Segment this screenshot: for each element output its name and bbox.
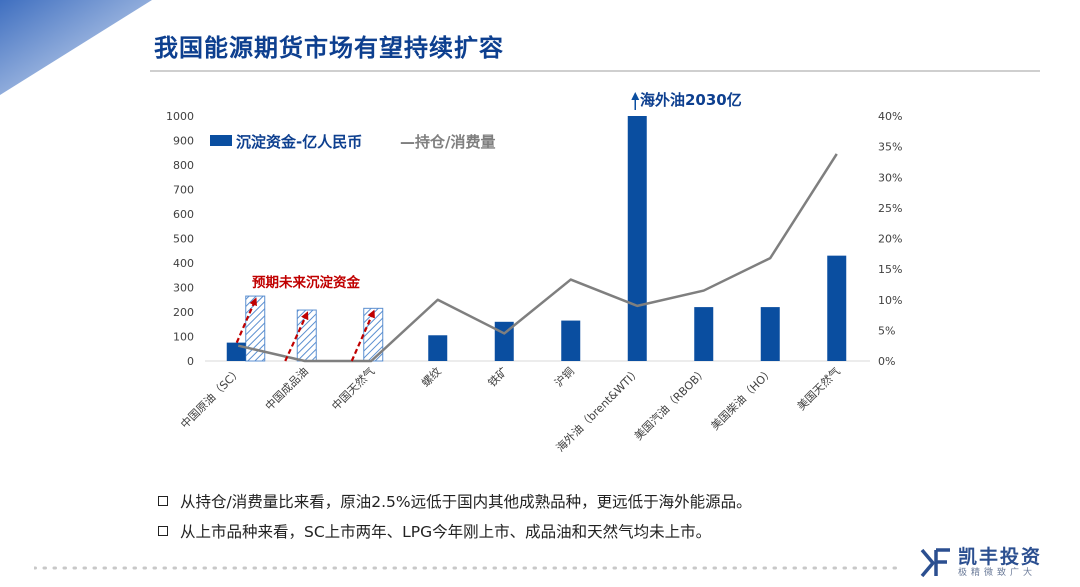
y-left-tick-label: 700 xyxy=(173,184,194,197)
solid-bar xyxy=(226,342,246,361)
ratio-line xyxy=(237,153,838,363)
bullet-text-1: 从持仓/消费量比来看，原油2.5%远低于国内其他成熟品种，更远低于海外能源品。 xyxy=(180,493,752,511)
y-right-tick-label: 40% xyxy=(878,110,902,123)
y-right-tick-label: 15% xyxy=(878,263,902,276)
x-tick-label: 中国天然气 xyxy=(329,364,378,413)
x-tick-label: 中国原油（SC） xyxy=(177,364,244,431)
future-arrow xyxy=(284,311,309,362)
y-left-tick-label: 500 xyxy=(173,233,194,246)
y-right-tick-label: 5% xyxy=(878,324,895,337)
logo-slogan: 极精微致广大 xyxy=(958,568,1037,578)
solid-bar xyxy=(694,307,714,361)
combo-chart: 0 100 200 300 400 500 600 700 800 900 1000 0% 5% 10%… xyxy=(166,91,902,455)
y-right-tick-label: 30% xyxy=(878,171,902,184)
corner-decoration xyxy=(0,0,152,95)
bullet-text-2: 从上市品种来看，SC上市两年、LPG今年刚上市、成品油和天然气均未上市。 xyxy=(180,523,712,541)
y-left-tick-label: 600 xyxy=(173,208,194,221)
x-tick-label: 美国天然气 xyxy=(794,364,843,413)
y-left-tick-label: 1000 xyxy=(166,110,194,123)
legend-bar-label: 沉淀资金-亿人民币 xyxy=(236,133,362,151)
y-left-tick-label: 200 xyxy=(173,306,194,319)
x-tick-label: 铁矿 xyxy=(486,365,511,390)
solid-bar xyxy=(827,255,847,361)
checkbox-square-icon xyxy=(158,496,168,506)
logo-mark-icon xyxy=(918,546,952,580)
x-tick-label: 美国柴油（HO） xyxy=(708,364,777,433)
bullet-item-2: 从上市品种来看，SC上市两年、LPG今年刚上市、成品油和天然气均未上市。 xyxy=(158,516,752,546)
legend-line-label: —持仓/消费量 xyxy=(400,133,495,151)
solid-bar xyxy=(627,116,647,361)
solid-bar xyxy=(561,320,581,361)
y-right-tick-label: 20% xyxy=(878,233,902,246)
x-tick-label: 沪铜 xyxy=(551,364,576,389)
y-left-tick-label: 0 xyxy=(187,355,194,368)
legend-bar-swatch xyxy=(210,135,232,146)
x-tick-label: 美国汽油（RBOB） xyxy=(631,364,710,443)
y-right-tick-label: 25% xyxy=(878,202,902,215)
x-tick-label: 中国成品油 xyxy=(262,364,311,413)
y-right-tick-label: 35% xyxy=(878,141,902,154)
overflow-annotation: 海外油2030亿 xyxy=(640,91,742,109)
bullet-list: 从持仓/消费量比来看，原油2.5%远低于国内其他成熟品种，更远低于海外能源品。 … xyxy=(158,486,752,546)
logo-name: 凯丰投资 xyxy=(958,546,1043,568)
y-left-tick-label: 800 xyxy=(173,159,194,172)
hatched-bar xyxy=(296,309,317,362)
x-tick-label: 螺纹 xyxy=(418,364,443,389)
checkbox-square-icon xyxy=(158,526,168,536)
y-left-tick-label: 100 xyxy=(173,331,194,344)
y-right-tick-label: 0% xyxy=(878,355,895,368)
bullet-item-1: 从持仓/消费量比来看，原油2.5%远低于国内其他成熟品种，更远低于海外能源品。 xyxy=(158,486,752,516)
dotted-divider xyxy=(34,566,904,570)
y-right-tick-label: 10% xyxy=(878,294,902,307)
company-logo: 凯丰投资 极精微致广大 xyxy=(918,546,1042,580)
y-left-tick-label: 400 xyxy=(173,257,194,270)
title-divider xyxy=(150,70,1040,72)
solid-bar xyxy=(428,335,448,361)
y-left-tick-label: 900 xyxy=(173,135,194,148)
y-left-tick-label: 300 xyxy=(173,282,194,295)
future-arrow xyxy=(350,309,375,362)
future-funds-annotation: 预期未来沉淀资金 xyxy=(252,274,360,291)
page-title: 我国能源期货市场有望持续扩容 xyxy=(154,34,504,62)
solid-bar xyxy=(760,307,780,361)
